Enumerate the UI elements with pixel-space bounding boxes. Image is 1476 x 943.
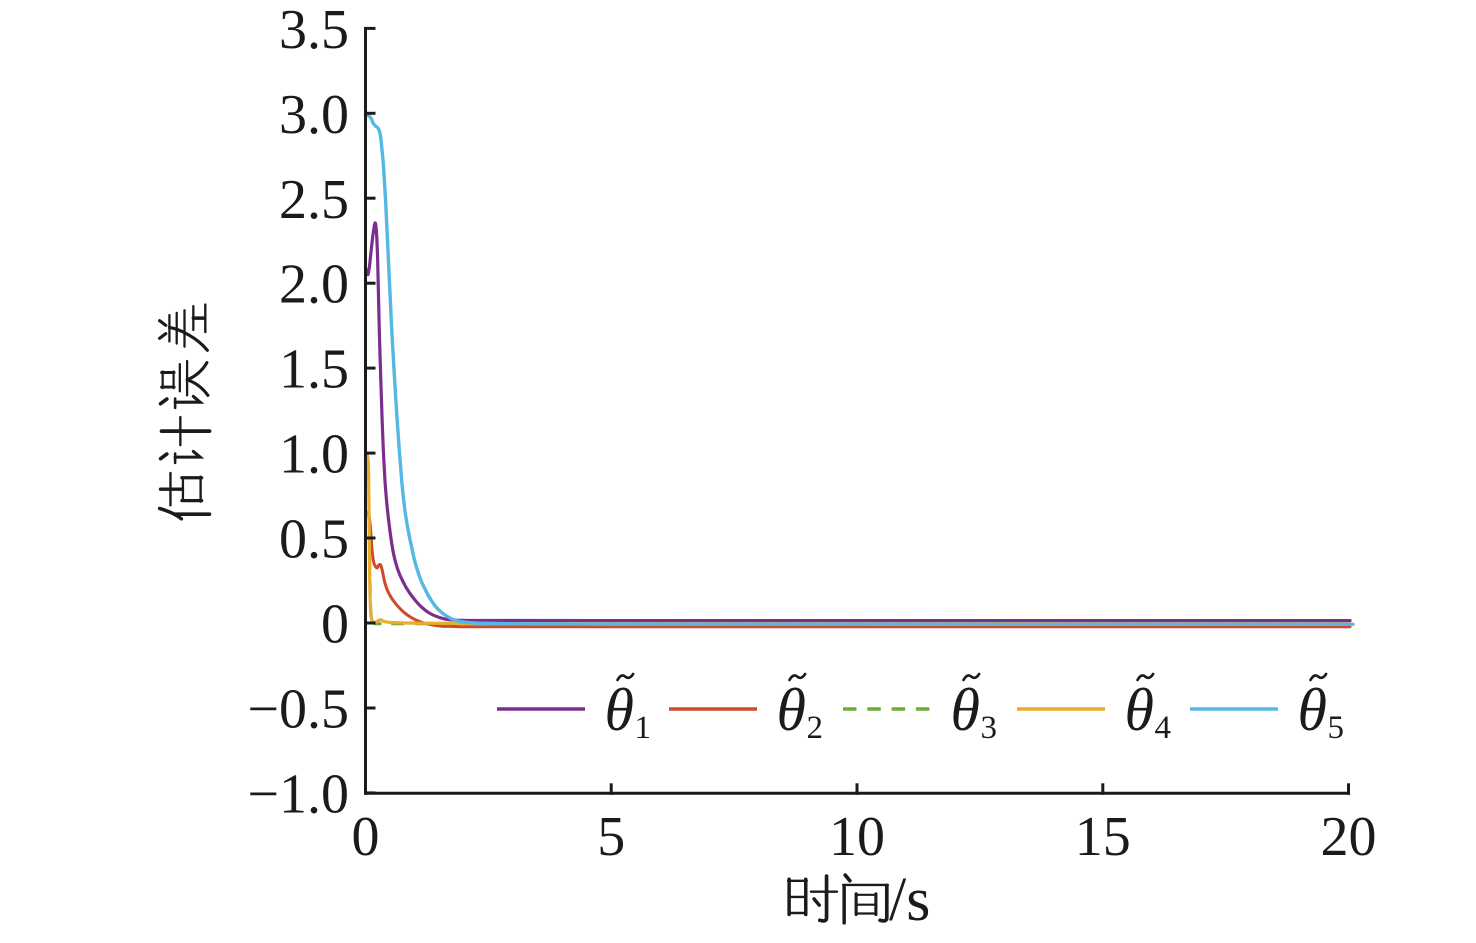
svg-text:1: 1: [635, 710, 652, 746]
svg-text:3.0: 3.0: [279, 84, 349, 146]
svg-text:1.0: 1.0: [279, 424, 349, 486]
svg-text:θ: θ: [1125, 677, 1154, 743]
svg-text:θ: θ: [1298, 677, 1327, 743]
svg-text:15: 15: [1075, 806, 1131, 868]
svg-text:−1.0: −1.0: [247, 763, 349, 825]
svg-text:4: 4: [1155, 710, 1172, 746]
svg-text:θ: θ: [605, 677, 634, 743]
svg-text:3.5: 3.5: [279, 0, 349, 61]
svg-text:10: 10: [829, 806, 885, 868]
svg-text:0.5: 0.5: [279, 509, 349, 571]
svg-text:0: 0: [352, 806, 380, 868]
svg-text:−0.5: −0.5: [247, 679, 349, 741]
svg-text:5: 5: [1328, 710, 1345, 746]
svg-text:20: 20: [1321, 806, 1377, 868]
svg-text:2: 2: [807, 710, 824, 746]
svg-text:2.5: 2.5: [279, 169, 349, 231]
svg-text:θ: θ: [951, 677, 980, 743]
svg-text:3: 3: [981, 710, 998, 746]
svg-text:θ: θ: [777, 677, 806, 743]
svg-text:0: 0: [321, 594, 349, 656]
svg-text:5: 5: [597, 806, 625, 868]
svg-text:/s: /s: [889, 866, 930, 934]
svg-text:1.5: 1.5: [279, 339, 349, 401]
svg-text:2.0: 2.0: [279, 254, 349, 316]
